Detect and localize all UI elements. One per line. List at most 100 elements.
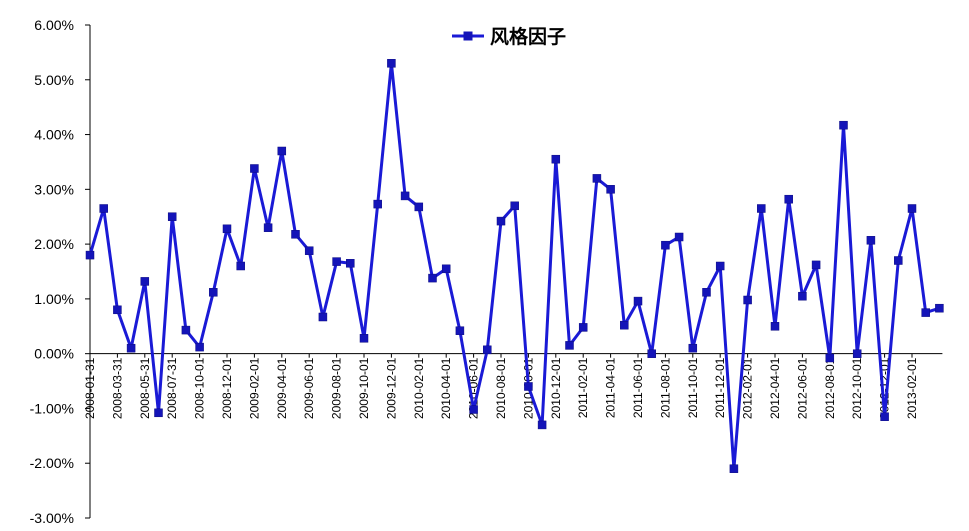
- data-point: [633, 296, 643, 306]
- y-tick-label: 5.00%: [34, 72, 74, 88]
- data-point: [592, 174, 602, 183]
- data-point: [674, 232, 684, 242]
- x-tick-label: 2008-12-01: [220, 357, 234, 419]
- legend-marker: [463, 31, 473, 41]
- y-tick-label: -3.00%: [30, 510, 74, 526]
- y-tick-label: 2.00%: [34, 236, 74, 252]
- y-tick-label: -1.00%: [30, 400, 74, 416]
- data-point: [181, 325, 191, 335]
- data-point: [620, 320, 629, 330]
- x-tick-label: 2010-04-01: [439, 357, 453, 419]
- data-point: [154, 408, 163, 418]
- x-tick-label: 2012-04-01: [768, 357, 782, 419]
- data-point: [304, 246, 314, 255]
- legend: 风格因子: [452, 25, 566, 48]
- data-point: [551, 154, 561, 164]
- data-point: [140, 277, 150, 286]
- data-point: [935, 303, 944, 313]
- x-tick-label: 2009-08-01: [330, 357, 344, 419]
- data-point: [126, 343, 136, 353]
- x-tick-label: 2009-12-01: [384, 357, 398, 419]
- data-point: [195, 342, 204, 352]
- x-tick-label: 2010-02-01: [412, 357, 426, 419]
- data-point: [346, 259, 355, 268]
- x-tick-label: 2008-10-01: [193, 357, 207, 419]
- data-point: [661, 240, 670, 250]
- x-tick-label: 2012-08-01: [823, 357, 837, 419]
- data-point: [496, 216, 506, 226]
- data-point: [647, 349, 656, 358]
- y-tick-labels: 6.00% 5.00% 4.00% 3.00% 2.00% 1.00% 0.00% -1.00…: [30, 17, 74, 526]
- axes-layer: [85, 24, 943, 519]
- data-point: [921, 308, 930, 317]
- x-tick-label: 2010-12-01: [549, 357, 563, 419]
- data-point: [113, 305, 122, 315]
- data-point: [483, 345, 492, 355]
- data-point: [291, 230, 300, 239]
- x-tick-label: 2009-06-01: [302, 357, 316, 419]
- data-point: [907, 204, 917, 213]
- y-tick-label: 0.00%: [34, 346, 74, 362]
- x-tick-labels: 2008-01-31 2008-03-31 2008-05-31 2008-07-31…: [83, 357, 919, 419]
- data-point: [400, 191, 410, 201]
- data-point: [757, 204, 766, 213]
- data-point: [866, 236, 876, 245]
- y-tick-label: 3.00%: [34, 181, 74, 197]
- data-point: [606, 185, 615, 194]
- data-point: [250, 164, 259, 173]
- data-point: [825, 353, 835, 363]
- data-point: [894, 256, 903, 265]
- data-point: [469, 405, 478, 414]
- x-tick-label: 2009-04-01: [275, 357, 289, 419]
- y-tick-label: 1.00%: [34, 291, 74, 307]
- data-point: [537, 420, 547, 430]
- data-point: [770, 322, 780, 331]
- data-point: [455, 326, 465, 335]
- data-point: [688, 343, 698, 353]
- y-tick-label: -2.00%: [30, 455, 74, 471]
- data-point: [784, 194, 793, 204]
- x-tick-label: 2011-08-01: [658, 357, 672, 418]
- x-tick-label: 2012-02-01: [741, 357, 755, 419]
- x-tick-label: 2009-10-01: [357, 357, 371, 419]
- data-point: [852, 349, 862, 358]
- data-point: [387, 59, 396, 68]
- x-tick-label: 2011-06-01: [631, 357, 645, 418]
- x-tick-label: 2008-07-31: [165, 357, 179, 419]
- x-tick-label: 2011-12-01: [713, 357, 727, 418]
- data-point: [222, 224, 232, 234]
- x-tick-label: 2012-06-01: [795, 357, 809, 419]
- data-point: [702, 288, 711, 297]
- data-point: [428, 273, 437, 283]
- data-point: [209, 288, 218, 297]
- data-point: [318, 312, 328, 322]
- data-point: [359, 334, 369, 343]
- x-tick-label: 2008-01-31: [83, 357, 97, 419]
- data-point: [524, 382, 533, 391]
- data-point: [263, 223, 273, 232]
- x-tick-label: 2013-02-01: [905, 357, 919, 419]
- legend-label: 风格因子: [490, 25, 566, 48]
- data-point: [277, 146, 287, 156]
- x-tick-label: 2011-04-01: [604, 357, 618, 418]
- data-point: [85, 250, 95, 260]
- data-point: [441, 264, 451, 274]
- data-point: [414, 202, 424, 212]
- data-point: [510, 201, 519, 211]
- data-point: [729, 464, 739, 473]
- data-point: [578, 323, 588, 332]
- y-tick-label: 6.00%: [34, 17, 74, 33]
- x-tick-label: 2011-10-01: [686, 357, 700, 418]
- data-point: [332, 257, 341, 266]
- x-tick-label: 2010-08-01: [494, 357, 508, 419]
- data-point: [839, 120, 848, 130]
- data-point: [715, 261, 725, 271]
- x-tick-label: 2010-06-01: [467, 357, 481, 419]
- y-tick-label: 4.00%: [34, 127, 74, 143]
- data-point: [743, 295, 752, 305]
- x-tick-label: 2009-02-01: [247, 357, 261, 419]
- data-point: [373, 199, 382, 209]
- data-point: [565, 341, 574, 350]
- x-tick-label: 2008-03-31: [110, 357, 124, 419]
